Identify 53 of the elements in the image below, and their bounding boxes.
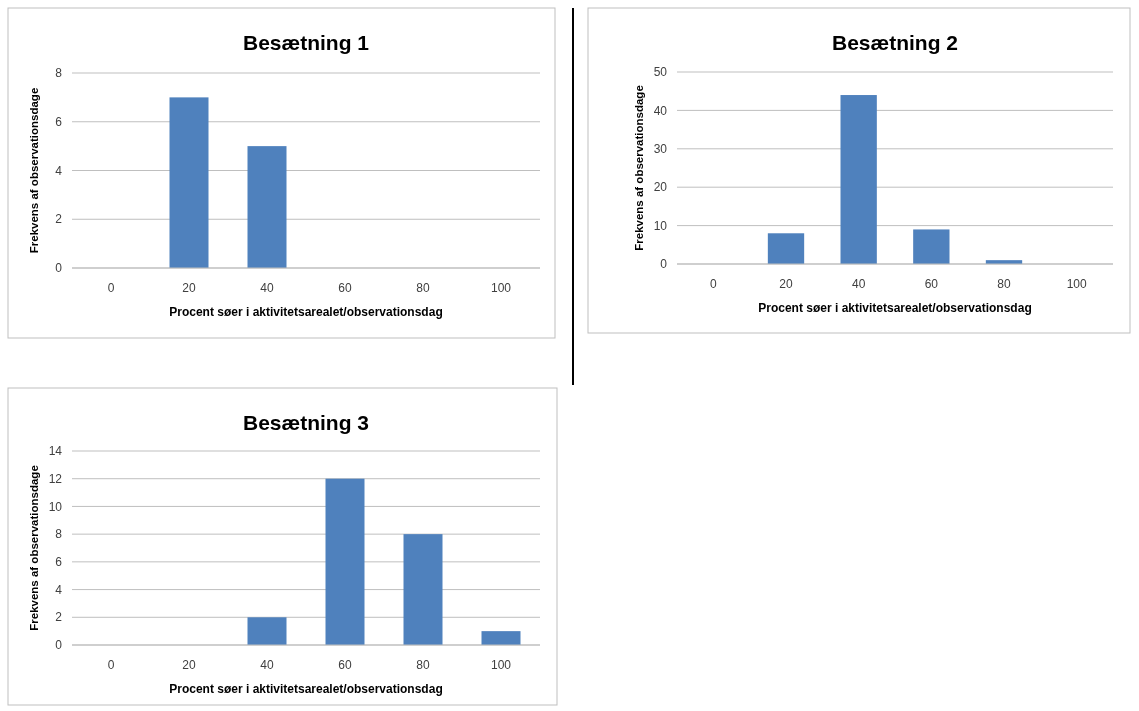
x-tick-label: 60 — [338, 281, 352, 295]
x-tick-label: 80 — [997, 277, 1011, 291]
bar — [840, 95, 877, 264]
x-tick-label: 20 — [182, 281, 196, 295]
bar — [767, 233, 805, 264]
y-tick-label: 2 — [55, 212, 63, 227]
y-tick-label: 8 — [55, 66, 63, 81]
bar — [913, 229, 950, 264]
x-tick-label: 60 — [924, 277, 939, 291]
y-tick-label: 0 — [660, 257, 668, 272]
y-tick-label: 20 — [653, 180, 668, 195]
y-tick-label: 4 — [55, 582, 63, 597]
y-axis-title: Frekvens af observationsdage — [28, 465, 40, 631]
x-tick-label: 80 — [416, 281, 430, 295]
x-tick-label: 100 — [490, 281, 512, 295]
x-tick-label: 60 — [338, 658, 352, 672]
y-tick-label: 14 — [48, 444, 63, 459]
y-tick-label: 10 — [48, 499, 63, 514]
y-axis-title: Frekvens af observationsdage — [28, 87, 40, 254]
x-tick-label: 100 — [1066, 277, 1087, 291]
x-tick-label: 0 — [107, 281, 115, 295]
y-tick-label: 12 — [48, 471, 63, 486]
x-tick-label: 0 — [709, 277, 717, 291]
y-tick-label: 10 — [653, 218, 668, 233]
bar — [403, 534, 443, 645]
x-tick-label: 0 — [107, 658, 115, 672]
y-tick-label: 0 — [55, 638, 63, 653]
bar — [481, 631, 521, 645]
x-tick-label: 20 — [779, 277, 793, 291]
x-axis-title: Procent søer i aktivitetsarealet/observationsdag — [169, 682, 443, 696]
x-axis-title: Procent søer i aktivitetsarealet/observationsdag — [758, 301, 1032, 315]
chart-title: Besætning 2 — [831, 31, 959, 54]
y-axis-title: Frekvens af observationsdage — [633, 85, 645, 251]
x-tick-label: 40 — [851, 277, 866, 291]
x-tick-label: 40 — [260, 658, 274, 672]
y-tick-label: 4 — [55, 163, 63, 178]
y-tick-label: 2 — [55, 610, 63, 625]
bar — [325, 478, 365, 645]
bar — [247, 617, 287, 645]
x-axis-title: Procent søer i aktivitetsarealet/observationsdag — [169, 305, 443, 319]
x-tick-label: 40 — [260, 281, 274, 295]
x-tick-label: 20 — [182, 658, 196, 672]
y-tick-label: 0 — [55, 261, 63, 276]
x-tick-label: 100 — [490, 658, 512, 672]
y-tick-label: 50 — [653, 65, 668, 80]
y-tick-label: 40 — [653, 103, 668, 118]
chart-title: Besætning 1 — [242, 31, 370, 54]
chart-title: Besætning 3 — [242, 411, 370, 434]
y-tick-label: 8 — [55, 527, 63, 542]
x-tick-label: 80 — [416, 658, 430, 672]
y-tick-label: 30 — [653, 142, 668, 156]
y-tick-label: 6 — [55, 114, 63, 129]
y-tick-label: 6 — [55, 555, 63, 570]
